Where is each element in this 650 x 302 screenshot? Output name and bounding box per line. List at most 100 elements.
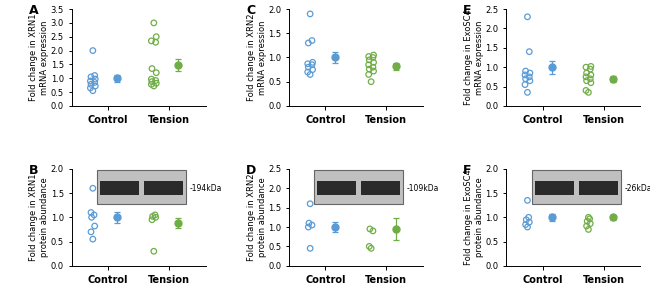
Point — [584, 216, 595, 221]
Point — [307, 223, 317, 227]
Point — [147, 79, 157, 84]
Point — [307, 60, 318, 65]
Point — [151, 70, 161, 75]
Bar — [578, 181, 618, 195]
Point — [302, 69, 313, 74]
Text: -109kDa: -109kDa — [407, 184, 439, 193]
Bar — [144, 181, 183, 195]
Text: C: C — [246, 4, 255, 17]
Point — [90, 223, 100, 228]
Point — [146, 77, 157, 82]
Point — [581, 65, 592, 69]
Point — [583, 227, 593, 232]
Point — [90, 77, 101, 82]
Point — [368, 65, 378, 69]
Point — [151, 34, 161, 39]
Bar — [532, 170, 621, 204]
Point — [524, 75, 534, 79]
Point — [86, 82, 96, 87]
Point — [521, 217, 532, 222]
Point — [368, 229, 378, 233]
Y-axis label: Fold change in XRN2
protein abundance: Fold change in XRN2 protein abundance — [246, 174, 266, 261]
Point — [307, 62, 317, 67]
Point — [524, 49, 534, 54]
Point — [85, 79, 96, 83]
Point — [583, 90, 593, 95]
Point — [88, 186, 98, 191]
Point — [581, 71, 592, 76]
Point — [586, 72, 596, 77]
Text: F: F — [463, 164, 472, 177]
Point — [520, 72, 530, 77]
Text: A: A — [29, 4, 38, 17]
Point — [150, 78, 161, 83]
Point — [149, 21, 159, 25]
Point — [303, 40, 313, 45]
Point — [368, 55, 378, 60]
Point — [305, 72, 315, 77]
Point — [366, 184, 376, 189]
Point — [521, 222, 531, 227]
Point — [585, 221, 595, 226]
Point — [363, 72, 374, 77]
Bar — [315, 170, 404, 204]
Point — [149, 249, 159, 254]
Point — [581, 78, 592, 83]
Point — [520, 82, 530, 87]
Point — [366, 79, 376, 84]
Point — [369, 60, 379, 65]
Point — [523, 215, 534, 220]
Point — [303, 225, 313, 230]
Point — [146, 38, 157, 43]
Point — [150, 213, 161, 217]
Text: B: B — [29, 164, 38, 177]
Point — [88, 48, 98, 53]
Y-axis label: Fold change in XRN1
protein abundance: Fold change in XRN1 protein abundance — [29, 174, 49, 261]
Point — [149, 84, 159, 88]
Y-axis label: Fold change in ExoSC4
mRNA expression: Fold change in ExoSC4 mRNA expression — [464, 10, 484, 105]
Point — [146, 82, 157, 87]
Point — [363, 62, 374, 67]
Bar — [317, 181, 356, 195]
Point — [521, 69, 531, 73]
Point — [302, 61, 313, 66]
Bar — [535, 181, 574, 195]
Point — [585, 76, 595, 81]
Point — [305, 246, 315, 251]
Point — [303, 65, 313, 69]
Point — [363, 54, 374, 59]
Point — [90, 73, 100, 78]
Point — [522, 90, 532, 95]
Point — [307, 67, 318, 72]
Point — [586, 80, 596, 85]
Point — [583, 215, 593, 220]
Point — [582, 219, 592, 223]
Point — [305, 11, 315, 16]
Y-axis label: Fold change in ExoSC4
protein abundance: Fold change in ExoSC4 protein abundance — [464, 169, 484, 265]
Point — [147, 217, 157, 222]
Point — [88, 88, 98, 93]
Point — [150, 40, 161, 45]
Point — [364, 57, 374, 62]
Point — [90, 80, 100, 85]
Text: -194kDa: -194kDa — [190, 184, 222, 193]
Bar — [97, 170, 186, 204]
Point — [524, 220, 534, 225]
Point — [522, 14, 532, 19]
Point — [86, 215, 97, 220]
Point — [366, 246, 376, 251]
Point — [364, 67, 374, 72]
Point — [147, 66, 157, 71]
Point — [586, 64, 596, 69]
Text: E: E — [463, 4, 472, 17]
Point — [89, 213, 99, 217]
Point — [369, 69, 379, 73]
Point — [522, 225, 532, 230]
Point — [304, 221, 314, 226]
Point — [525, 78, 535, 83]
Point — [90, 84, 101, 88]
Point — [88, 237, 98, 242]
Point — [86, 230, 96, 234]
Point — [305, 201, 315, 206]
Point — [585, 67, 595, 72]
